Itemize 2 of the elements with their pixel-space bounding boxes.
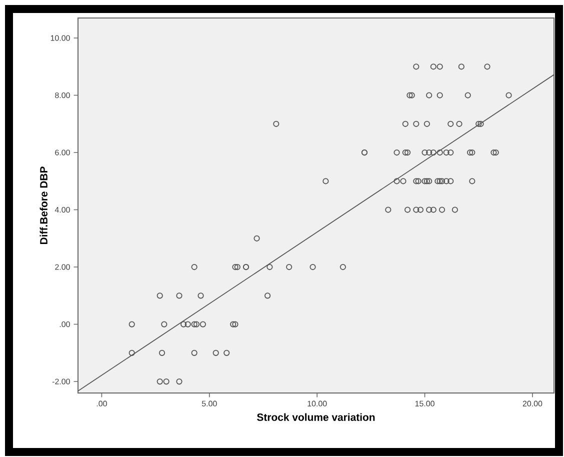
x-axis-title: Strock volume variation xyxy=(257,413,375,421)
y-axis-title: Diff.Before DBP xyxy=(40,166,48,244)
